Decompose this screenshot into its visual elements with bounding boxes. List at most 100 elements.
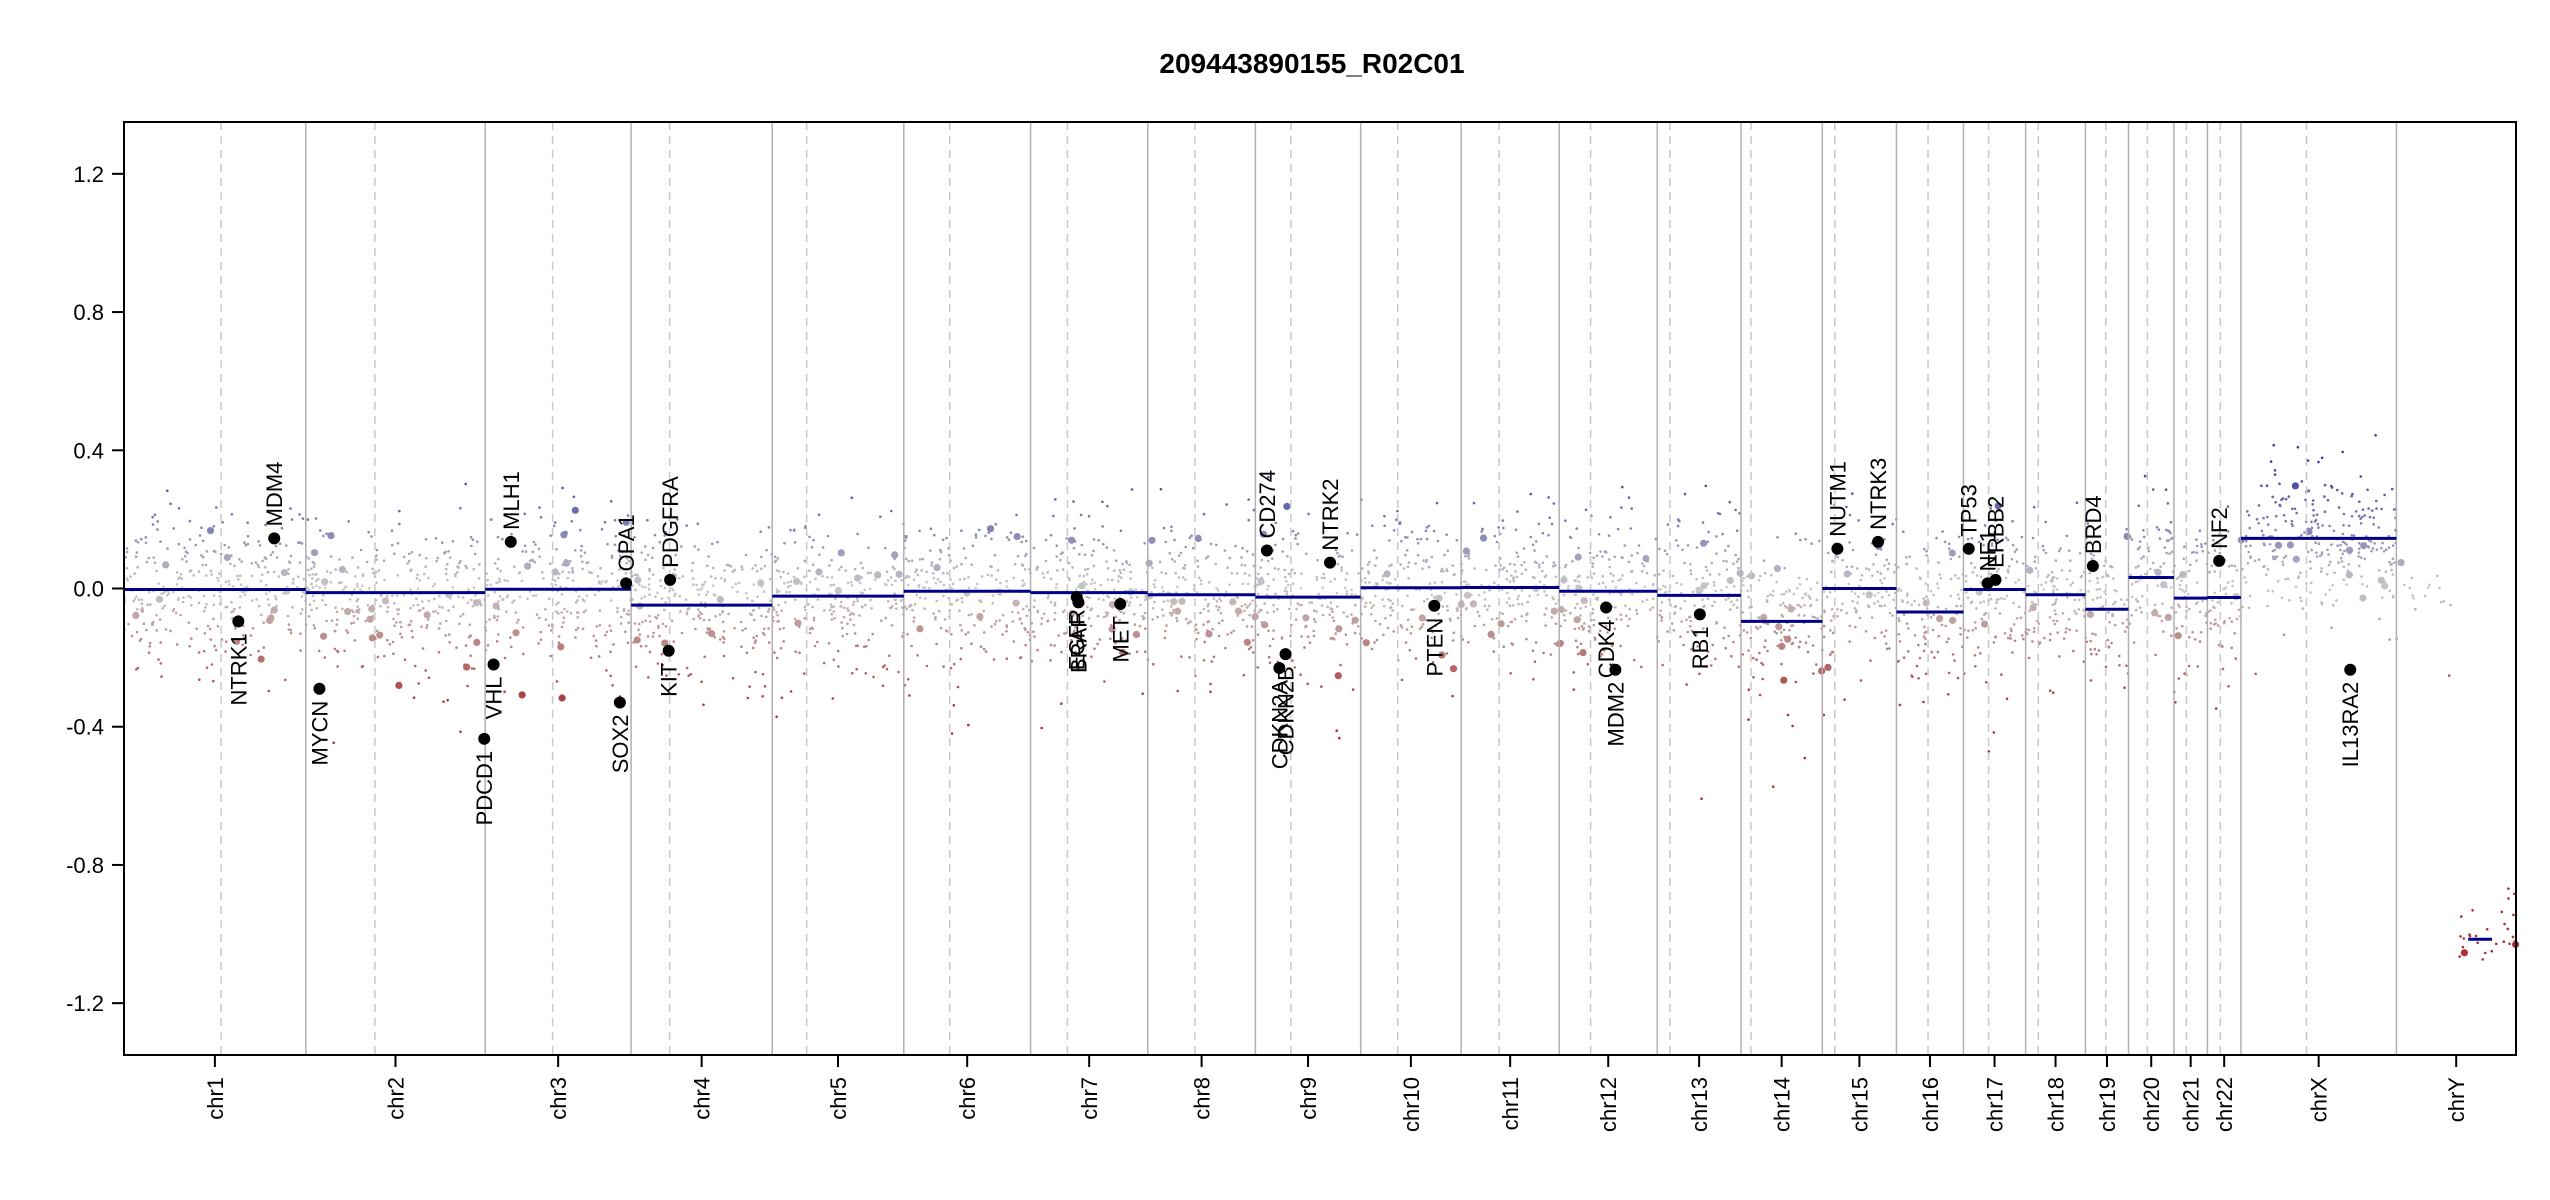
data-point: [1982, 600, 1986, 603]
data-point: [2372, 516, 2376, 519]
data-point: [2090, 557, 2094, 561]
data-point: [1780, 592, 1784, 596]
data-point: [881, 665, 885, 669]
data-point: [1389, 599, 1392, 602]
data-point: [574, 549, 577, 552]
data-point: [2191, 630, 2194, 634]
data-point: [1032, 630, 1035, 634]
data-point: [1453, 572, 1456, 576]
data-point: [1624, 604, 1627, 607]
data-point: [1036, 609, 1040, 613]
data-point: [1260, 609, 1263, 612]
data-point: [145, 560, 149, 564]
data-point: [2134, 608, 2138, 612]
data-point: [1801, 596, 1804, 600]
data-point: [1129, 570, 1132, 574]
data-point: [1742, 584, 1745, 587]
data-point: [2209, 627, 2212, 630]
data-point: [2129, 535, 2132, 539]
data-point: [1873, 594, 1877, 597]
data-point: [1807, 635, 1811, 638]
data-point: [1587, 625, 1591, 628]
data-point: [396, 574, 400, 577]
data-point: [179, 573, 183, 576]
data-point: [2339, 548, 2342, 552]
data-point: [1205, 630, 1213, 638]
data-point: [1435, 594, 1443, 602]
data-point: [1049, 643, 1053, 647]
data-point: [2089, 552, 2093, 556]
data-point: [1984, 681, 1988, 684]
data-point: [1073, 625, 1077, 629]
data-point: [1228, 583, 1231, 586]
data-point: [1727, 544, 1730, 548]
data-point: [285, 544, 288, 547]
data-point: [1900, 599, 1904, 602]
data-point: [2440, 600, 2443, 604]
data-point: [1627, 496, 1631, 499]
data-point: [1747, 595, 1750, 599]
data-point: [544, 618, 548, 621]
data-point: [751, 567, 754, 570]
data-point: [2055, 588, 2059, 591]
data-point: [1378, 622, 1382, 626]
data-point: [2332, 529, 2336, 533]
y-tick-label: -0.8: [66, 853, 104, 878]
data-point: [1272, 603, 1275, 607]
data-point: [144, 536, 148, 539]
data-point: [625, 556, 629, 560]
data-point: [1509, 620, 1513, 624]
data-point: [361, 584, 364, 588]
data-point: [923, 586, 927, 590]
data-point: [599, 566, 602, 570]
data-point: [254, 561, 258, 564]
data-point: [1592, 556, 1595, 560]
data-point: [166, 547, 169, 550]
data-point: [206, 624, 210, 628]
data-point: [1560, 576, 1568, 584]
data-point: [318, 586, 322, 589]
data-point: [1722, 559, 1725, 563]
data-point: [1965, 579, 1968, 583]
data-point: [1176, 585, 1179, 589]
gene-label: BRAF: [1066, 614, 1091, 673]
data-point: [2360, 575, 2363, 578]
data-point: [1443, 591, 1447, 595]
data-point: [1021, 535, 1024, 538]
data-point: [2096, 581, 2099, 584]
data-point: [816, 640, 819, 644]
data-point: [2282, 633, 2286, 636]
data-point: [633, 622, 637, 625]
data-point: [600, 527, 604, 531]
data-point: [685, 666, 689, 670]
data-point: [856, 597, 859, 600]
data-point: [1170, 529, 1173, 533]
y-tick-label: -1.2: [66, 991, 104, 1016]
data-point: [2167, 529, 2170, 533]
data-point: [1614, 585, 1618, 589]
data-point: [1584, 508, 1588, 512]
data-point: [2249, 544, 2252, 547]
data-point: [1473, 624, 1477, 628]
data-point: [1528, 594, 1531, 598]
data-point: [638, 583, 641, 586]
data-point: [569, 612, 573, 615]
data-point: [613, 518, 617, 522]
data-point: [396, 542, 400, 545]
data-point: [1383, 570, 1391, 578]
data-point: [905, 557, 908, 561]
data-point: [1092, 538, 1096, 541]
data-point: [321, 578, 329, 586]
data-point: [1226, 633, 1229, 636]
gene-marker: [232, 615, 245, 628]
data-point: [1293, 666, 1297, 669]
data-point: [2031, 536, 2035, 540]
data-point: [598, 623, 602, 627]
data-point: [1351, 616, 1359, 624]
data-point: [2350, 515, 2354, 518]
data-point: [1523, 561, 1526, 564]
data-point: [1887, 562, 1891, 565]
data-point: [912, 616, 916, 619]
data-point: [390, 529, 394, 532]
data-point: [855, 667, 858, 671]
